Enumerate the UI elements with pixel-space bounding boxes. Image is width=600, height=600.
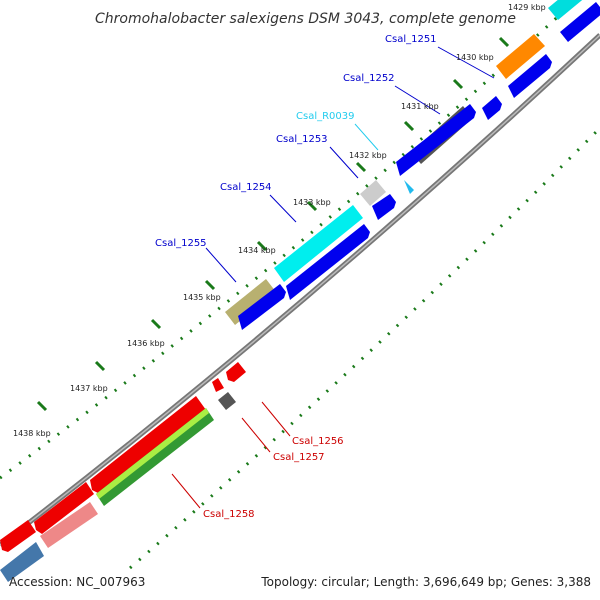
cds-arrow[interactable]	[396, 104, 476, 176]
scale-label: 1438 kbp	[13, 429, 51, 438]
scale-label: 1430 kbp	[456, 53, 494, 62]
gene-callout-lines	[171, 46, 495, 509]
feature-gene-1258-lime[interactable]	[96, 408, 209, 499]
gene-label[interactable]: Csal_1255	[155, 238, 207, 249]
gene-label[interactable]: Csal_1258	[203, 509, 255, 520]
feature-steelblue[interactable]	[0, 542, 44, 582]
gene-label[interactable]: Csal_1253	[276, 134, 328, 145]
feature-gene-1254-cyan[interactable]	[274, 205, 363, 282]
feature-gene-1251-cyan[interactable]	[548, 0, 600, 20]
scale-label: 1437 kbp	[70, 384, 108, 393]
feature-gene-R0039-grey[interactable]	[360, 180, 386, 206]
cds-arrow-reverse[interactable]	[212, 378, 224, 392]
gene-label[interactable]: Csal_1257	[273, 452, 325, 463]
feature-gene-1252-orange[interactable]	[496, 34, 545, 79]
rna-arrow[interactable]	[404, 180, 414, 194]
scale-labels: 1429 kbp 1430 kbp 1431 kbp 1432 kbp 1433…	[13, 3, 546, 438]
cds-arrow[interactable]	[286, 224, 370, 300]
scale-label: 1431 kbp	[401, 102, 439, 111]
gene-label[interactable]: Csal_1254	[220, 182, 272, 193]
cds-arrow[interactable]	[482, 96, 502, 120]
cds-arrow[interactable]	[560, 2, 600, 42]
scale-label: 1435 kbp	[183, 293, 221, 302]
scale-label: 1429 kbp	[508, 3, 546, 12]
gene-label[interactable]: Csal_1256	[292, 436, 344, 447]
feature-gene-1255-khaki[interactable]	[225, 279, 276, 325]
gene-labels: Csal_1251 Csal_1252 Csal_R0039 Csal_1253…	[155, 34, 437, 520]
scale-label: 1433 kbp	[293, 198, 331, 207]
scale-ticks	[36, 36, 510, 412]
scale-label: 1436 kbp	[127, 339, 165, 348]
genome-backbone-highlight	[0, 34, 600, 546]
cds-arrow-reverse[interactable]	[0, 520, 36, 552]
feature-pink[interactable]	[40, 502, 98, 548]
cds-arrow-reverse[interactable]	[226, 362, 246, 382]
cds-arrow[interactable]	[372, 194, 396, 220]
feature-gene-1257-dark[interactable]	[218, 392, 236, 410]
cds-arrow-reverse-large[interactable]	[90, 396, 206, 494]
gene-label[interactable]: Csal_R0039	[296, 111, 355, 122]
gene-label[interactable]: Csal_1252	[343, 73, 395, 84]
outer-scale-dotted-arc	[0, 8, 567, 480]
scale-label: 1434 kbp	[238, 246, 276, 255]
cds-arrow-reverse[interactable]	[34, 482, 94, 534]
reverse-strand-features	[0, 362, 246, 582]
cds-arrow[interactable]	[238, 284, 286, 330]
accession-label: Accession: NC_007963	[9, 575, 145, 589]
forward-cds-arrows	[238, 2, 600, 330]
scale-label: 1432 kbp	[349, 151, 387, 160]
feature-gene-1258-green[interactable]	[96, 408, 214, 506]
genome-summary-label: Topology: circular; Length: 3,696,649 bp…	[260, 575, 591, 589]
map-title: Chromohalobacter salexigens DSM 3043, co…	[95, 11, 516, 27]
cds-arrow[interactable]	[508, 54, 552, 98]
gene-label[interactable]: Csal_1251	[385, 34, 437, 45]
